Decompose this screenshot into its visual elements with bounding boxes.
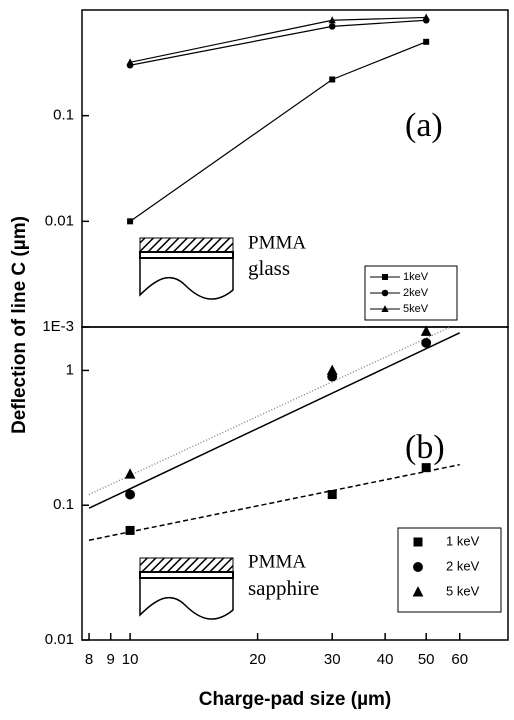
legend-label: 1keV [403, 271, 429, 283]
marker [329, 76, 335, 82]
marker [329, 23, 336, 30]
x-tick-label: 9 [107, 651, 115, 668]
chart: PMMA glass PMMA sapphire (a) (b) Deflect… [0, 0, 514, 715]
fit-line [89, 333, 460, 508]
inset-label: sapphire [248, 576, 319, 600]
panel-label: (a) [405, 107, 443, 144]
legend-label: 5keV [403, 303, 429, 315]
marker [127, 218, 133, 224]
x-tick-label: 10 [122, 651, 139, 668]
marker [327, 365, 338, 375]
x-tick-label: 50 [418, 651, 435, 668]
marker [126, 526, 135, 535]
inset-diagram-a [140, 238, 233, 299]
y-tick-label: 0.1 [53, 496, 74, 513]
marker [382, 274, 388, 280]
legend-label: 5 keV [446, 583, 480, 598]
legend-label: 2keV [403, 287, 429, 299]
legend-label: 1 keV [446, 533, 480, 548]
series-line [130, 42, 426, 222]
y-tick-label: 1 [66, 361, 74, 378]
marker [125, 468, 136, 478]
y-axis-label: Deflection of line C (µm) [9, 216, 30, 434]
marker [125, 490, 135, 500]
x-tick-label: 60 [451, 651, 468, 668]
y-tick-label: 0.1 [53, 107, 74, 124]
inset-label: PMMA [248, 232, 306, 253]
marker [422, 463, 431, 472]
inset-label: PMMA [248, 551, 306, 572]
x-axis-label: Charge-pad size (µm) [199, 689, 392, 710]
marker [421, 338, 431, 348]
marker [328, 490, 337, 499]
x-tick-label: 30 [324, 651, 341, 668]
x-tick-label: 40 [377, 651, 394, 668]
marker [423, 39, 429, 45]
fit-line [89, 327, 450, 495]
marker [414, 538, 423, 547]
legend-label: 2 keV [446, 558, 480, 573]
y-tick-label: 1E-3 [42, 318, 74, 335]
marker [413, 562, 423, 572]
series-line [130, 17, 426, 62]
panel-label: (b) [405, 429, 445, 466]
series-line [130, 20, 426, 65]
marker [382, 290, 389, 297]
inset-diagram-b [140, 558, 233, 619]
x-tick-label: 20 [249, 651, 266, 668]
x-tick-label: 8 [85, 651, 93, 668]
y-tick-label: 0.01 [45, 631, 74, 648]
inset-label: glass [248, 256, 290, 280]
y-tick-label: 0.01 [45, 212, 74, 229]
